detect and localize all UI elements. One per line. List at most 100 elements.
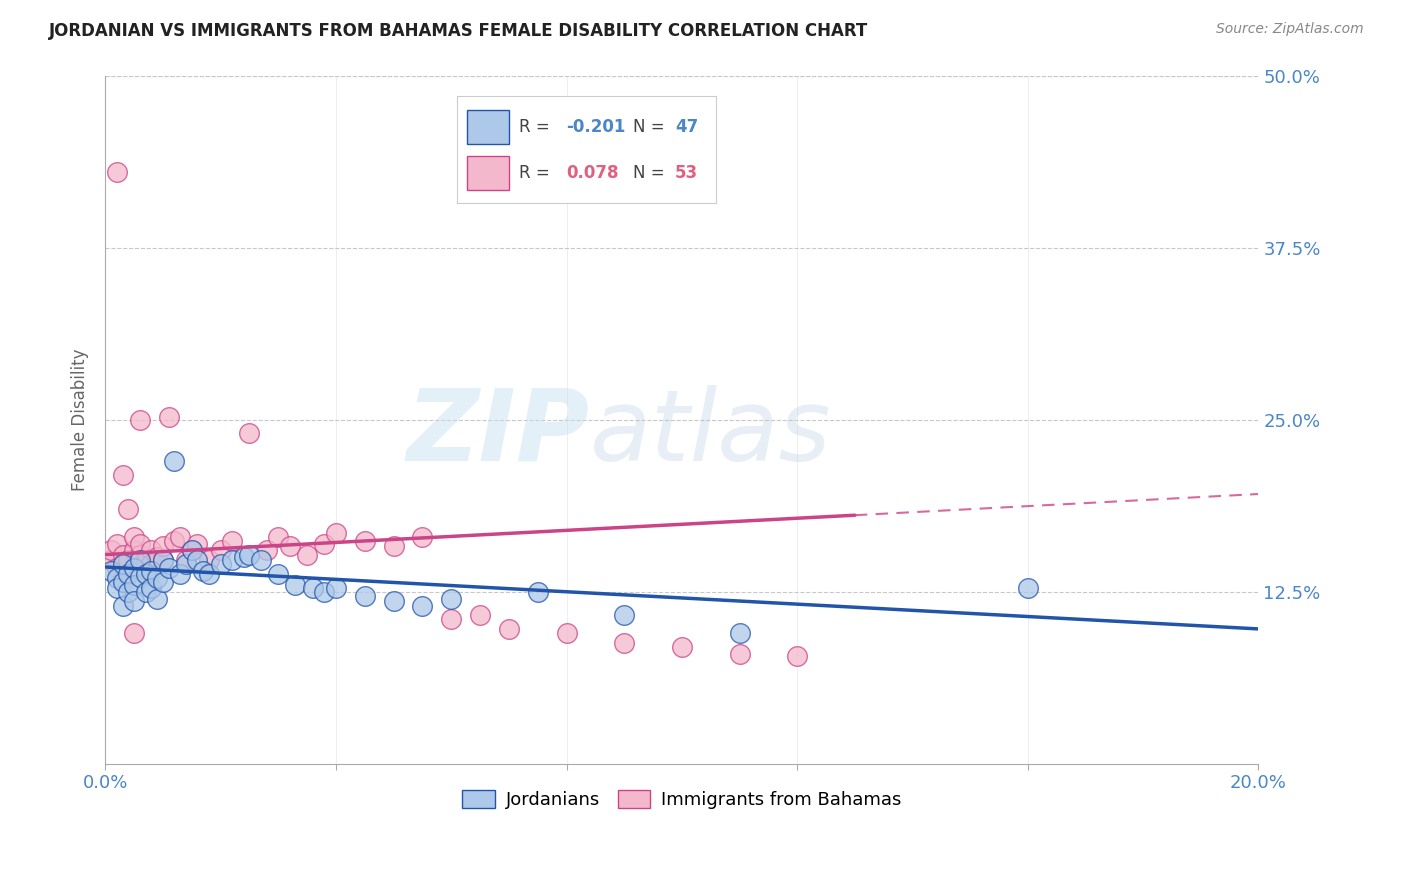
Point <box>180 543 202 558</box>
Point <box>728 626 751 640</box>
Point <box>152 575 174 590</box>
Point <box>353 533 375 548</box>
Point <box>152 553 174 567</box>
Point <box>221 533 243 548</box>
Point <box>105 561 128 575</box>
Point <box>135 566 157 581</box>
Point <box>117 566 139 581</box>
Point <box>169 566 191 581</box>
Point <box>301 581 323 595</box>
Point <box>174 553 197 567</box>
Point <box>221 553 243 567</box>
Point <box>284 578 307 592</box>
Point <box>267 566 290 581</box>
Point <box>111 575 134 590</box>
Point <box>468 608 491 623</box>
Point <box>295 548 318 562</box>
Point <box>169 530 191 544</box>
Point <box>613 635 636 649</box>
Point <box>152 553 174 567</box>
Point <box>122 530 145 544</box>
Point <box>100 564 122 578</box>
Point <box>526 584 548 599</box>
Point <box>111 548 134 562</box>
Point <box>163 533 186 548</box>
Point <box>498 622 520 636</box>
Point <box>314 584 336 599</box>
Point <box>382 539 405 553</box>
Point <box>111 558 134 572</box>
Point <box>440 591 463 606</box>
Point <box>146 550 169 565</box>
Text: Source: ZipAtlas.com: Source: ZipAtlas.com <box>1216 22 1364 37</box>
Point <box>209 543 232 558</box>
Point <box>122 626 145 640</box>
Point <box>278 539 301 553</box>
Point <box>111 467 134 482</box>
Point <box>105 165 128 179</box>
Point <box>353 589 375 603</box>
Point <box>440 612 463 626</box>
Point <box>267 530 290 544</box>
Point <box>117 502 139 516</box>
Y-axis label: Female Disability: Female Disability <box>72 349 89 491</box>
Point <box>786 649 808 664</box>
Point <box>325 581 347 595</box>
Point <box>146 571 169 585</box>
Point <box>122 594 145 608</box>
Point <box>105 571 128 585</box>
Point <box>325 525 347 540</box>
Point <box>250 553 273 567</box>
Point <box>135 584 157 599</box>
Point <box>256 543 278 558</box>
Point <box>146 591 169 606</box>
Point <box>728 647 751 661</box>
Point <box>314 536 336 550</box>
Point <box>238 426 260 441</box>
Point <box>1017 581 1039 595</box>
Text: JORDANIAN VS IMMIGRANTS FROM BAHAMAS FEMALE DISABILITY CORRELATION CHART: JORDANIAN VS IMMIGRANTS FROM BAHAMAS FEM… <box>49 22 869 40</box>
Point <box>411 530 433 544</box>
Point <box>105 581 128 595</box>
Point <box>105 536 128 550</box>
Point <box>411 599 433 613</box>
Point <box>157 409 180 424</box>
Point <box>555 626 578 640</box>
Point <box>128 553 150 567</box>
Point <box>209 558 232 572</box>
Point <box>174 558 197 572</box>
Point <box>198 566 221 581</box>
Point <box>382 594 405 608</box>
Point <box>122 578 145 592</box>
Point <box>122 561 145 575</box>
Point <box>141 581 163 595</box>
Point <box>232 550 254 565</box>
Point <box>157 561 180 575</box>
Point <box>128 536 150 550</box>
Point <box>141 564 163 578</box>
Point <box>186 536 208 550</box>
Point <box>100 553 122 567</box>
Point <box>128 412 150 426</box>
Point <box>100 543 122 558</box>
Text: atlas: atlas <box>589 385 831 482</box>
Point <box>141 558 163 572</box>
Point <box>613 608 636 623</box>
Point <box>128 548 150 562</box>
Point <box>111 558 134 572</box>
Point <box>193 564 215 578</box>
Point <box>152 539 174 553</box>
Point <box>117 553 139 567</box>
Point <box>141 543 163 558</box>
Point <box>122 543 145 558</box>
Point <box>186 553 208 567</box>
Point <box>117 584 139 599</box>
Point <box>238 548 260 562</box>
Text: ZIP: ZIP <box>406 385 589 482</box>
Point <box>135 566 157 581</box>
Point <box>180 543 202 558</box>
Point <box>163 454 186 468</box>
Point <box>122 561 145 575</box>
Point <box>111 571 134 585</box>
Point <box>128 569 150 583</box>
